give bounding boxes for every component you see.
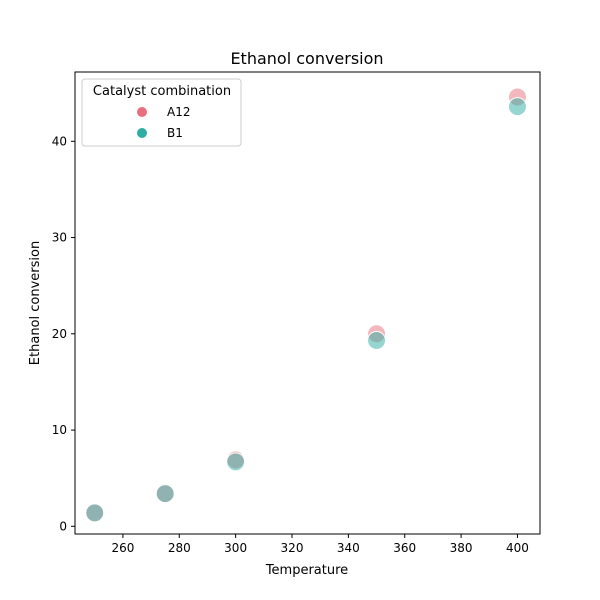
chart-title: Ethanol conversion (230, 49, 383, 68)
point-b1 (367, 331, 387, 351)
data-points (85, 87, 527, 523)
x-tick-label: 380 (450, 541, 473, 555)
point-b1 (155, 484, 175, 504)
y-axis-label: Ethanol conversion (28, 241, 43, 365)
plot-area: 260 280 300 320 340 360 380 400 0 10 20 30 40 (52, 71, 541, 555)
x-tick-label: 320 (281, 541, 304, 555)
legend: Catalyst combination A12 B1 (81, 78, 242, 147)
legend-title: Catalyst combination (93, 84, 231, 99)
x-tick-label: 340 (337, 541, 360, 555)
y-tick-label: 40 (52, 134, 67, 148)
x-tick-label: 280 (168, 541, 191, 555)
legend-marker-a12 (137, 107, 147, 117)
legend-box (81, 78, 242, 147)
point-b1 (226, 452, 246, 472)
point-b1 (85, 503, 105, 523)
x-tick-label: 260 (111, 541, 134, 555)
x-axis-label: Temperature (265, 563, 348, 578)
legend-label-b1: B1 (167, 126, 183, 140)
x-axis: 260 280 300 320 340 360 380 400 (111, 534, 529, 555)
y-axis: 0 10 20 30 40 (52, 134, 75, 533)
y-tick-label: 20 (52, 327, 67, 341)
y-tick-label: 30 (52, 231, 67, 245)
x-tick-label: 360 (393, 541, 416, 555)
legend-label-a12: A12 (167, 105, 190, 119)
x-tick-label: 300 (224, 541, 247, 555)
legend-entries: A12 B1 (137, 105, 190, 140)
point-b1 (507, 97, 527, 117)
y-tick-label: 10 (52, 423, 67, 437)
plot-frame (74, 71, 541, 535)
y-tick-label: 0 (59, 519, 67, 533)
legend-marker-b1 (137, 128, 147, 138)
x-tick-label: 400 (506, 541, 529, 555)
